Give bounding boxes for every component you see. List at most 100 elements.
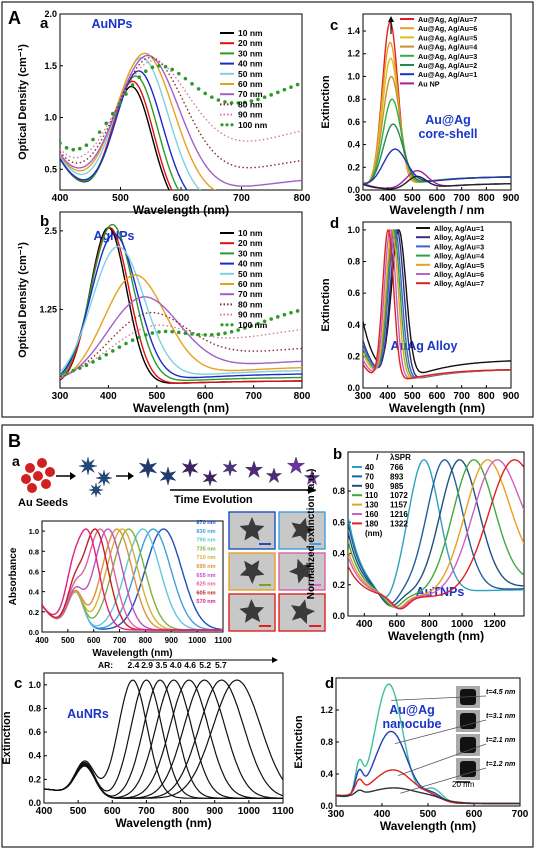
plot-area xyxy=(44,679,283,799)
legend-label: 10 nm xyxy=(238,28,263,38)
nanostar xyxy=(303,469,321,486)
leader-line xyxy=(394,719,487,744)
legend-label: 160 xyxy=(365,510,379,519)
tem-particle xyxy=(289,558,313,584)
legend-value: 1157 xyxy=(390,501,408,510)
series-point xyxy=(60,141,62,145)
legend-unit: (nm) xyxy=(365,529,383,538)
series-point xyxy=(276,315,280,319)
series-point xyxy=(216,98,221,102)
series-point xyxy=(249,99,254,103)
series-point xyxy=(144,333,148,337)
series-point xyxy=(282,312,287,317)
plot-area xyxy=(348,459,524,610)
series-point xyxy=(104,352,108,357)
x-tick-label: 700 xyxy=(113,636,127,645)
nanostar xyxy=(159,466,177,486)
series-40-nm xyxy=(60,70,188,190)
y-tick-label: 0.0 xyxy=(320,801,333,811)
x-tick-label: 400 xyxy=(379,391,396,402)
chart-inset-title: AuNRs xyxy=(67,707,109,721)
x-tick-label: 800 xyxy=(478,391,495,402)
series-160 xyxy=(348,459,524,610)
series-point xyxy=(243,100,247,105)
leader-line xyxy=(391,695,487,701)
series-point xyxy=(229,329,234,334)
x-tick-label: 500 xyxy=(404,391,421,402)
x-tick-label: 600 xyxy=(173,193,190,204)
series-point xyxy=(269,93,274,97)
series-point xyxy=(150,65,155,70)
legend-label: 570 nm xyxy=(196,599,215,605)
series-point xyxy=(97,356,102,361)
series-50-nm xyxy=(60,56,201,190)
nanostar xyxy=(286,456,306,474)
series-point xyxy=(203,91,207,96)
y-tick-label: 0.4 xyxy=(347,320,360,330)
x-axis-label: Wavelength (nm) xyxy=(133,203,229,217)
series-point xyxy=(124,341,128,346)
x-tick-label: 400 xyxy=(52,193,69,204)
au-seed xyxy=(33,471,43,481)
y-tick-label: 0.4 xyxy=(28,751,41,761)
y-axis-label: Extinction xyxy=(320,278,332,331)
x-tick-label: 600 xyxy=(197,391,214,402)
series-100-nm xyxy=(60,309,300,377)
x-tick-label: 800 xyxy=(172,806,189,817)
y-tick-label: 2.5 xyxy=(44,226,57,236)
legend-swatch xyxy=(230,123,234,127)
time-evolution-label: Time Evolution xyxy=(174,494,253,506)
series-point xyxy=(262,95,267,100)
y-tick-label: 1.4 xyxy=(347,26,360,36)
leader-line xyxy=(397,743,487,776)
x-tick-label: 1000 xyxy=(238,806,261,817)
x-axis-label: Wavelength (nm) xyxy=(389,401,485,415)
series-point xyxy=(150,331,155,335)
x-tick-label: 700 xyxy=(138,806,155,817)
y-axis-label: Normalized extinction (a.u.) xyxy=(306,469,317,600)
legend-label: 100 nm xyxy=(238,120,268,130)
y-tick-label: 1.0 xyxy=(44,113,57,123)
x-tick-label: 700 xyxy=(245,391,262,402)
ar-value: 5.2 xyxy=(199,660,211,670)
series-point xyxy=(236,101,240,105)
x-tick-label: 1100 xyxy=(214,636,232,645)
legend-value: 985 xyxy=(390,482,404,491)
series-point xyxy=(256,321,260,326)
x-tick-label: 700 xyxy=(453,391,470,402)
series-point xyxy=(111,111,115,116)
y-tick-label: 1.0 xyxy=(347,225,360,235)
x-tick-label: 500 xyxy=(420,809,437,820)
growth-schematic: a Au Seeds Time Evolution xyxy=(12,453,321,509)
series-point xyxy=(97,130,102,134)
series-point xyxy=(289,85,293,89)
series-point xyxy=(144,69,148,74)
x-tick-label: 1100 xyxy=(272,806,294,817)
legend-label: 110 xyxy=(365,491,378,500)
legend-swatch xyxy=(220,123,224,127)
series-30-nm xyxy=(60,223,302,382)
legend-label: 100 nm xyxy=(238,320,268,330)
y-tick-label: 1.0 xyxy=(347,71,360,81)
plot-frame xyxy=(59,211,303,389)
thickness-label: t=3.1 nm xyxy=(486,711,516,720)
y-tick-label: 1.5 xyxy=(44,61,57,71)
series-point xyxy=(289,310,293,315)
series-point xyxy=(223,331,227,335)
legend-label: 50 nm xyxy=(238,69,263,79)
y-axis-label: Absorbance xyxy=(8,547,19,605)
legend-label: Au@Ag, Ag/Au=3 xyxy=(418,52,477,61)
legend-label: 30 nm xyxy=(238,48,263,58)
nanostar xyxy=(138,457,158,479)
y-tick-label: 0.5 xyxy=(44,164,57,174)
series-Alloy-AgAu=7 xyxy=(363,229,511,380)
series-point xyxy=(104,121,108,126)
legend-swatch xyxy=(220,323,224,327)
legend-label: 70 nm xyxy=(238,289,263,299)
panel-a-frame xyxy=(1,1,534,418)
chart-b-d-au-ag-nanocube: 300 400 500 600 700 0.0 0.4 0.8 1.2 Wavelength (n… xyxy=(293,675,529,833)
x-axis-label: Wavelength (nm) xyxy=(115,816,211,830)
chart-inset-title: Au@Ag xyxy=(389,703,435,717)
x-tick-label: 900 xyxy=(503,193,520,204)
series-point xyxy=(282,87,287,92)
